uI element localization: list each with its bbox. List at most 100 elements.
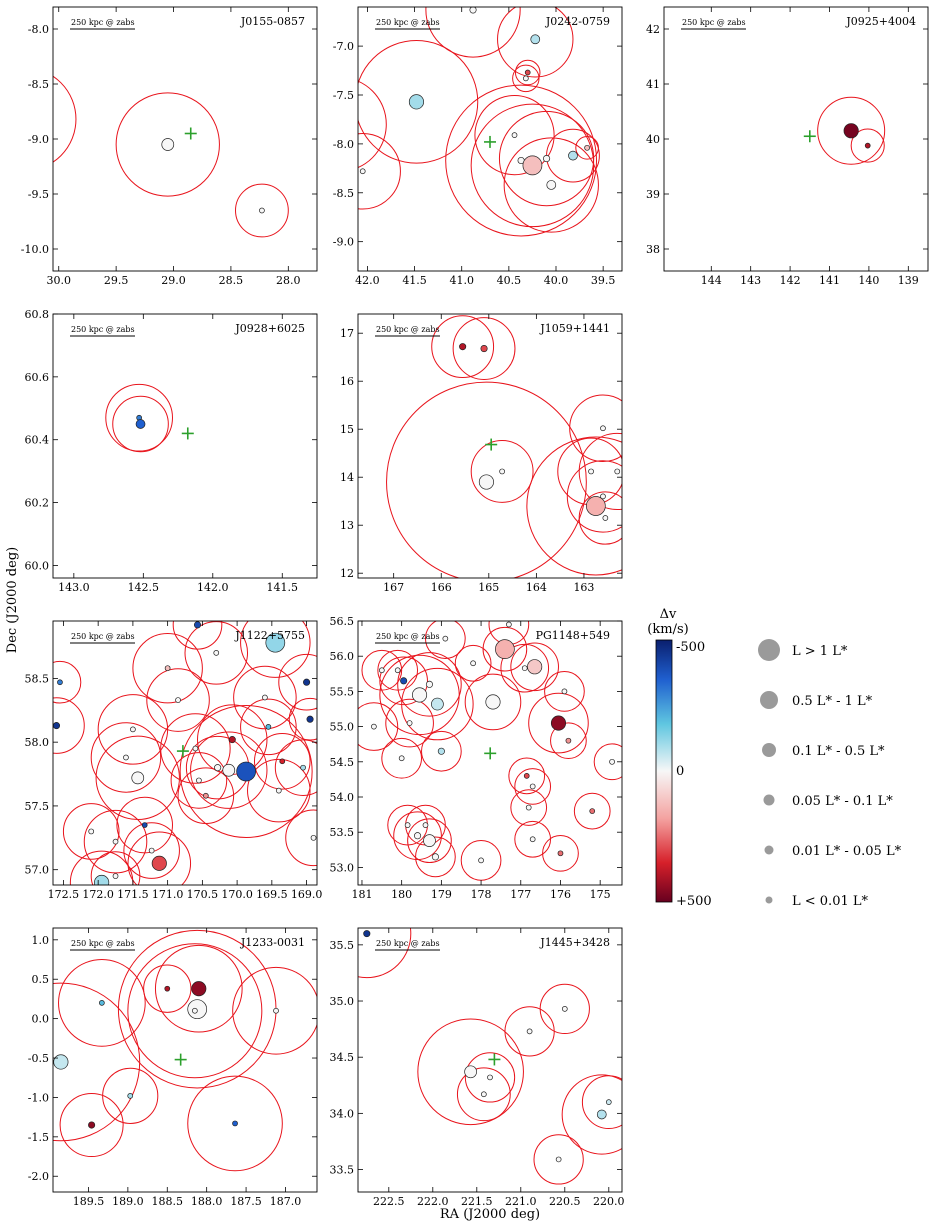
halo-circle (146, 668, 210, 732)
halo-circle (132, 632, 203, 704)
halo-circle (561, 1074, 622, 1155)
y-tick-label: 54.0 (330, 791, 355, 804)
plot-content (22, 75, 289, 238)
panel-J1122+5755: 172.5 172.0 171.5 171.0 170.5 170.0 169.5 169.0… (25, 620, 322, 901)
x-tick-label: 221.0 (505, 1195, 537, 1208)
halo-circle (544, 671, 585, 712)
halo-circle (514, 768, 552, 805)
y-tick-label: 58.5 (25, 672, 50, 685)
size-legend-marker-0 (758, 639, 780, 661)
halo-circle (514, 59, 541, 86)
galaxy-point (442, 635, 449, 642)
galaxy-point (141, 822, 148, 828)
galaxy-point (495, 639, 515, 660)
galaxy-point (404, 822, 411, 829)
galaxy-point (193, 621, 202, 629)
y-tick-label: -2.0 (28, 1170, 49, 1183)
plot-content (358, 621, 622, 881)
halo-circle (127, 831, 192, 885)
galaxy-point (864, 142, 871, 149)
galaxy-point (602, 515, 609, 521)
x-tick-label: 30.0 (46, 274, 71, 287)
halo-circle (274, 739, 317, 796)
halo-circle (850, 128, 885, 163)
galaxy-point (561, 1006, 568, 1012)
colorbar: Δv (km/s) -500 0 +500 (647, 607, 711, 909)
halo-circle (288, 697, 317, 741)
galaxy-point (22, 117, 27, 122)
scale-bar-label: 250 kpc @ zabs (376, 18, 440, 27)
x-tick-label: 166 (431, 581, 452, 594)
halo-circle (464, 673, 522, 731)
galaxy-point (524, 69, 531, 76)
x-tick-label: 189.0 (112, 1195, 144, 1208)
y-tick-label: 53.5 (330, 826, 355, 839)
y-tick-label: 60.6 (25, 371, 50, 384)
galaxy-point (546, 180, 557, 190)
galaxy-point (478, 474, 494, 490)
halo-circle (573, 792, 611, 830)
halo-circle (143, 964, 192, 1013)
y-tick-label: 57.5 (25, 800, 50, 813)
galaxy-point (135, 419, 146, 429)
halo-circle (253, 733, 311, 790)
halo-circle (177, 767, 235, 825)
halo-circle (454, 644, 492, 682)
halo-circle (105, 383, 173, 452)
halo-circle (539, 983, 590, 1035)
halo-circle (358, 40, 479, 164)
x-tick-label: 29.0 (161, 274, 186, 287)
galaxy-point (485, 694, 501, 710)
galaxy-point (425, 680, 434, 688)
halo-circle (127, 943, 263, 1079)
galaxy-point (262, 694, 268, 701)
halo-circle (417, 1018, 524, 1126)
galaxy-point (306, 715, 314, 723)
x-tick-label: 187.0 (270, 1195, 302, 1208)
halo-circle (379, 656, 428, 706)
panel-title: J0928+6025 (234, 322, 305, 335)
galaxy-point (164, 665, 171, 672)
halo-circle (470, 440, 534, 503)
galaxy-point (88, 1121, 96, 1129)
galaxy-point (557, 850, 564, 857)
plot-frame (52, 927, 318, 1193)
x-tick-label: 139 (898, 274, 919, 287)
galaxy-point (550, 715, 567, 731)
size-legend: L > 1 L* 0.5 L* - 1 L* 0.1 L* - 0.5 L* 0… (758, 639, 902, 909)
halo-circle (456, 1067, 511, 1122)
x-tick-label: 169.5 (256, 888, 288, 901)
y-tick-label: 60.0 (25, 559, 50, 572)
galaxy-point (398, 755, 405, 762)
halo-circle (550, 722, 587, 760)
x-tick-label: 29.5 (104, 274, 129, 287)
halo-circle (397, 652, 462, 717)
y-tick-label: 55.0 (330, 721, 355, 734)
y-tick-label: 54.5 (330, 756, 355, 769)
galaxy-point (127, 1093, 134, 1099)
galaxy-point (112, 873, 119, 879)
galaxy-point (57, 679, 63, 686)
halo-circle (510, 642, 559, 692)
galaxy-point (371, 723, 377, 730)
halo-circle (415, 836, 456, 878)
galaxy-point (523, 773, 530, 779)
halo-circle (62, 803, 120, 860)
halo-circle (503, 137, 599, 233)
panels-layer: 30.0 29.5 29.0 28.5 28.0 -8.0 -8.5 -9.0 -9.5 -10.… (21, 6, 929, 1208)
y-tick-label: -7.0 (333, 40, 354, 53)
size-legend-marker-1 (760, 691, 778, 709)
halo-circle (97, 694, 169, 765)
x-tick-label: 172.0 (82, 888, 114, 901)
galaxy-point (411, 687, 428, 703)
x-tick-label: 220.5 (549, 1195, 581, 1208)
halo-circle (512, 64, 540, 93)
y-tick-label: 33.5 (330, 1164, 355, 1177)
x-tick-label: 221.5 (461, 1195, 493, 1208)
galaxy-point (422, 822, 429, 829)
halo-circle (285, 809, 317, 867)
panel-J0155-0857: 30.0 29.5 29.0 28.5 28.0 -8.0 -8.5 -9.0 -9.5 -10.… (21, 6, 318, 287)
galaxy-point (526, 1028, 533, 1035)
halo-circle (112, 395, 169, 453)
